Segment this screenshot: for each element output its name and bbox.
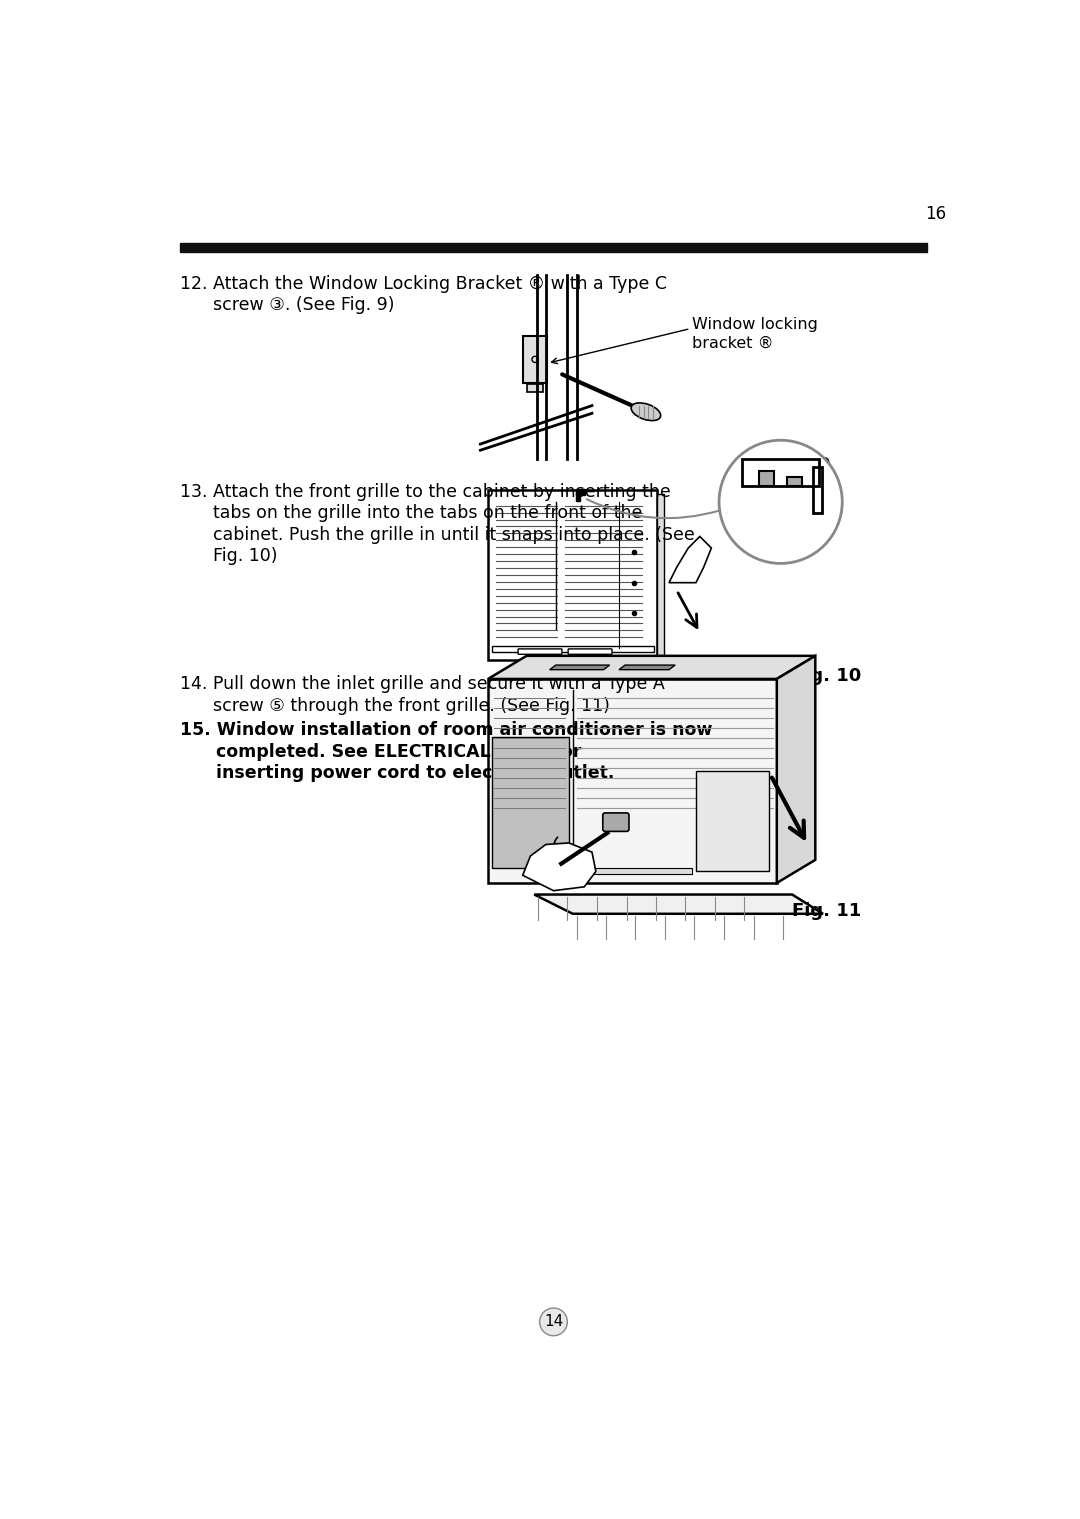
- Text: Window locking: Window locking: [692, 317, 818, 333]
- Text: bracket ®: bracket ®: [692, 336, 773, 351]
- FancyBboxPatch shape: [603, 813, 629, 831]
- Circle shape: [719, 441, 842, 564]
- Bar: [696, 772, 769, 872]
- Text: tabs on the grille into the tabs on the front of the: tabs on the grille into the tabs on the …: [180, 504, 643, 523]
- Text: screw ③. (See Fig. 9): screw ③. (See Fig. 9): [180, 296, 394, 314]
- Bar: [787, 477, 802, 486]
- Polygon shape: [550, 665, 610, 670]
- Text: 16: 16: [926, 205, 946, 223]
- FancyBboxPatch shape: [568, 649, 612, 655]
- Text: Fig. 9: Fig. 9: [774, 456, 831, 474]
- Bar: [180, 243, 927, 252]
- Text: 15. Window installation of room air conditioner is now: 15. Window installation of room air cond…: [180, 722, 713, 740]
- Bar: [488, 491, 658, 659]
- Text: completed. See ELECTRICAL DATA for: completed. See ELECTRICAL DATA for: [180, 743, 581, 761]
- Polygon shape: [619, 665, 675, 670]
- Text: inserting power cord to electrical outlet.: inserting power cord to electrical outle…: [180, 764, 615, 782]
- Text: Fig. 10: Fig. 10: [793, 667, 862, 685]
- Text: screw ⑤ through the front grille. (See Fig. 11): screw ⑤ through the front grille. (See F…: [180, 697, 610, 714]
- Polygon shape: [535, 895, 823, 914]
- Text: 12. Attach the Window Locking Bracket ® with a Type C: 12. Attach the Window Locking Bracket ® …: [180, 275, 667, 293]
- Polygon shape: [669, 536, 712, 583]
- Text: 13. Attach the front grille to the cabinet by inserting the: 13. Attach the front grille to the cabin…: [180, 483, 671, 501]
- Ellipse shape: [631, 403, 661, 421]
- Text: cabinet. Push the grille in until it snaps into place. (See: cabinet. Push the grille in until it sna…: [180, 526, 694, 544]
- Bar: [742, 459, 819, 486]
- Bar: [527, 384, 543, 392]
- FancyBboxPatch shape: [518, 649, 562, 655]
- Bar: [576, 489, 585, 495]
- Text: Fig. 11: Fig. 11: [793, 902, 862, 921]
- Bar: [759, 471, 774, 486]
- Text: 14. Pull down the inlet grille and secure it with a Type A: 14. Pull down the inlet grille and secur…: [180, 674, 665, 693]
- Polygon shape: [777, 656, 815, 883]
- Bar: [658, 494, 663, 656]
- FancyBboxPatch shape: [524, 336, 546, 383]
- Polygon shape: [523, 843, 596, 890]
- Text: Fig. 10): Fig. 10): [180, 547, 278, 565]
- Polygon shape: [488, 656, 815, 679]
- Bar: [577, 867, 692, 873]
- Circle shape: [540, 1308, 567, 1335]
- Bar: [491, 737, 569, 867]
- Bar: [813, 468, 822, 513]
- Bar: [576, 494, 580, 501]
- Bar: [488, 679, 777, 883]
- Bar: [491, 646, 653, 652]
- Text: 14: 14: [544, 1314, 563, 1329]
